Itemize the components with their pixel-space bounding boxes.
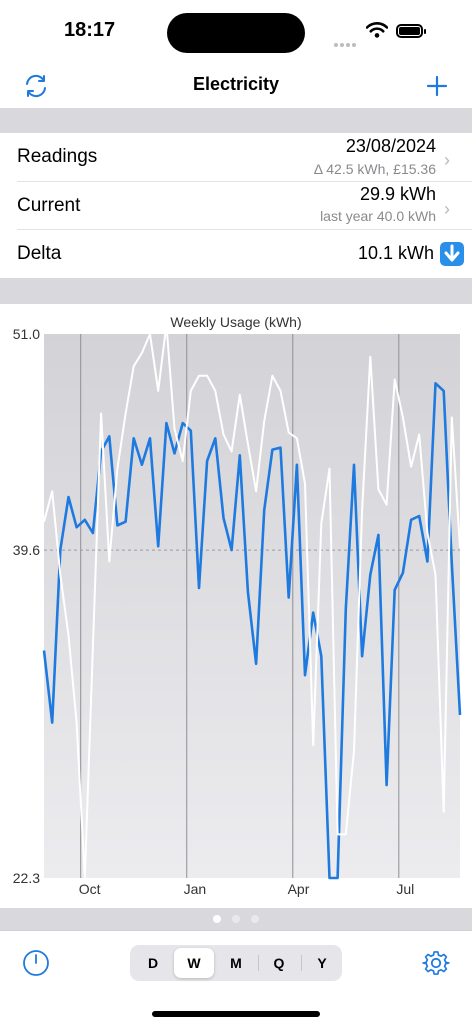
chart-title: Weekly Usage (kWh) (170, 314, 302, 330)
x-tick-label: Jan (184, 881, 207, 897)
cellular-signal-icon (334, 34, 358, 52)
gear-icon[interactable] (420, 947, 452, 979)
current-value: 29.9 kWh (359, 184, 436, 204)
page-dot[interactable] (232, 915, 240, 923)
current-row[interactable]: Current 29.9 kWh last year 40.0 kWh › (0, 182, 472, 230)
delta-value: 10.1 kWh (357, 243, 434, 263)
segment-quarter[interactable]: Q (273, 955, 285, 971)
home-indicator (152, 1011, 320, 1017)
readings-row[interactable]: Readings 23/08/2024 Δ 42.5 kWh, £15.36 › (0, 133, 472, 181)
y-tick-label: 22.3 (13, 870, 40, 886)
wifi-icon (365, 22, 389, 43)
x-tick-label: Apr (288, 881, 310, 897)
plot-area (44, 334, 460, 878)
x-tick-label: Jul (396, 881, 414, 897)
refresh-icon[interactable] (20, 70, 52, 102)
page-title: Electricity (192, 74, 280, 94)
section-separator (0, 108, 472, 133)
dynamic-island (167, 13, 305, 53)
current-last-year: last year 40.0 kWh (320, 208, 436, 224)
chevron-right-icon: › (444, 199, 450, 219)
page-indicator[interactable] (0, 908, 472, 930)
segment-year[interactable]: Y (317, 955, 327, 971)
chart-canvas: 51.0 39.6 22.3 Oct Jan Apr Jul (13, 323, 462, 897)
x-tick-label: Oct (79, 881, 101, 897)
readings-label: Readings (17, 146, 98, 167)
down-arrow-icon (440, 242, 464, 266)
readings-delta: Δ 42.5 kWh, £15.36 (313, 161, 436, 177)
page-dot-active[interactable] (213, 915, 221, 923)
current-label: Current (17, 195, 81, 216)
section-separator (0, 278, 472, 304)
navigation-bar: Electricity (0, 64, 472, 108)
period-segmented-control: D W M Q Y (130, 945, 342, 981)
segment-day[interactable]: D (147, 955, 159, 971)
usage-chart[interactable]: Weekly Usage (kWh) 51.0 39.6 22.3 Oct Jan Apr… (0, 304, 472, 908)
battery-icon (396, 24, 426, 38)
page-dot[interactable] (251, 915, 259, 923)
delta-label: Delta (17, 243, 62, 264)
divider (17, 181, 472, 182)
segment-week[interactable]: W (174, 948, 214, 978)
y-tick-label: 51.0 (13, 326, 40, 342)
status-time: 18:17 (64, 19, 116, 41)
series-line-current (42, 382, 462, 880)
status-bar: 18:17 (0, 0, 472, 64)
chevron-right-icon: › (444, 150, 450, 170)
segment-divider (301, 955, 302, 971)
bottom-toolbar: D W M Q Y (0, 930, 472, 1025)
series-line-last-year (43, 323, 461, 879)
divider (17, 229, 472, 230)
segment-divider (258, 955, 259, 971)
plus-icon[interactable] (421, 70, 453, 102)
segment-month[interactable]: M (230, 955, 242, 971)
power-icon[interactable] (20, 947, 52, 979)
y-tick-label: 39.6 (13, 542, 40, 558)
readings-date: 23/08/2024 (345, 136, 436, 156)
delta-row: Delta 10.1 kWh (0, 230, 472, 278)
